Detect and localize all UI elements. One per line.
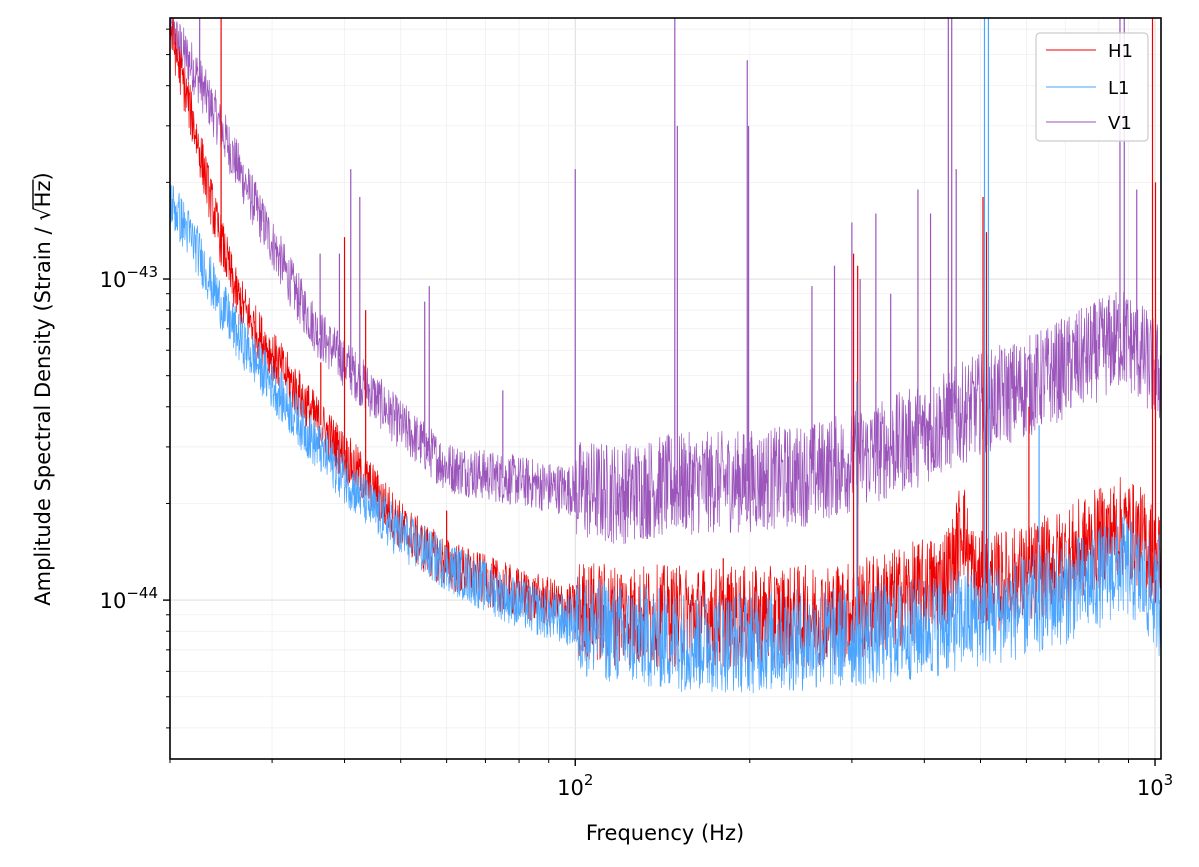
axis-ticks: 102 103 10−44 10−43 <box>100 28 1173 800</box>
y-tick-label: 10−44 <box>100 584 158 613</box>
y-axis-label-sqrt: √ <box>31 207 55 221</box>
y-tick-label: 10−43 <box>100 263 158 292</box>
axes-frame <box>169 17 1162 760</box>
x-axis-label: Frequency (Hz) <box>586 821 744 845</box>
legend-label-v1: V1 <box>1108 113 1132 134</box>
y-axis-label-suffix: ) <box>31 172 55 180</box>
x-tick-label: 103 <box>1137 771 1173 800</box>
svg-text:Amplitude Spectral Density (St: Amplitude Spectral Density (Strain / √Hz… <box>31 172 55 605</box>
legend-label-l1: L1 <box>1108 78 1129 99</box>
legend: H1 L1 V1 <box>1035 32 1149 142</box>
y-axis-label: Amplitude Spectral Density (Strain / √Hz… <box>31 172 55 605</box>
y-axis-label-prefix: Amplitude Spectral Density (Strain / <box>31 221 55 606</box>
x-tick-label: 102 <box>557 771 593 800</box>
y-axis-label-radicand: Hz <box>31 180 55 207</box>
series-line-l1 <box>169 184 1162 694</box>
series-line-v1 <box>169 17 1162 545</box>
plot-frame <box>169 17 1162 760</box>
legend-label-h1: H1 <box>1108 41 1133 62</box>
series-lines <box>169 17 1162 694</box>
